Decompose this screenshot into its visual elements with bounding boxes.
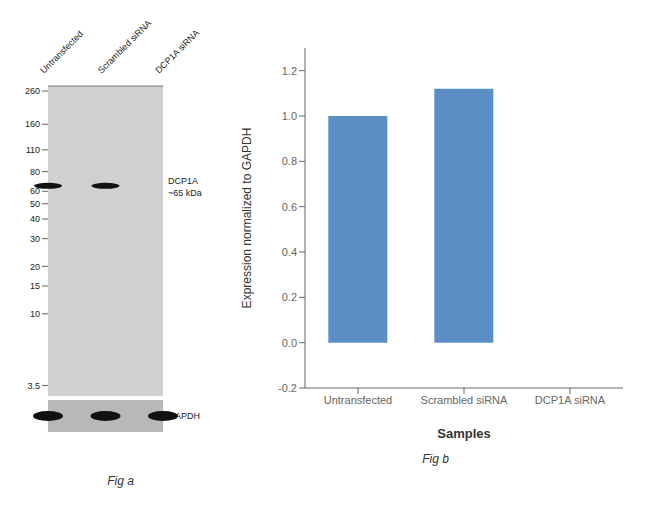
svg-text:Untransfected: Untransfected	[324, 394, 392, 406]
svg-text:Scrambled siRNA: Scrambled siRNA	[96, 18, 153, 75]
svg-text:0.6: 0.6	[282, 201, 297, 213]
svg-text:Scrambled siRNA: Scrambled siRNA	[421, 394, 508, 406]
svg-text:0.2: 0.2	[282, 291, 297, 303]
svg-text:160: 160	[25, 119, 40, 129]
svg-text:40: 40	[30, 214, 40, 224]
svg-text:DCP1A~65 kDa: DCP1A~65 kDa	[168, 176, 202, 198]
html-text:Fig a: Fig a	[107, 474, 134, 488]
svg-text:-0.2: -0.2	[278, 382, 297, 394]
svg-text:0.0: 0.0	[282, 337, 297, 349]
svg-text:0.4: 0.4	[282, 246, 297, 258]
svg-text:20: 20	[30, 262, 40, 272]
svg-text:GAPDH: GAPDH	[168, 411, 200, 421]
svg-text:Samples: Samples	[437, 426, 490, 441]
svg-text:Untransfected: Untransfected	[38, 29, 85, 76]
svg-text:30: 30	[30, 234, 40, 244]
svg-text:50: 50	[30, 199, 40, 209]
svg-text:3.5: 3.5	[27, 381, 40, 391]
svg-text:110: 110	[26, 145, 40, 155]
svg-text:DCP1A siRNA: DCP1A siRNA	[153, 28, 201, 76]
svg-text:0.8: 0.8	[282, 155, 297, 167]
svg-text:DCP1A siRNA: DCP1A siRNA	[535, 394, 606, 406]
svg-text:15: 15	[30, 281, 40, 291]
svg-text:260: 260	[25, 86, 40, 96]
svg-text:1.0: 1.0	[282, 110, 297, 122]
svg-text:1.2: 1.2	[282, 65, 297, 77]
svg-text:Expression normalized to GAPDH: Expression normalized to GAPDH	[240, 128, 254, 309]
html-text:Fig b: Fig b	[422, 452, 449, 466]
svg-text:10: 10	[30, 309, 40, 319]
svg-text:80: 80	[30, 167, 40, 177]
svg-text:60: 60	[30, 186, 40, 196]
